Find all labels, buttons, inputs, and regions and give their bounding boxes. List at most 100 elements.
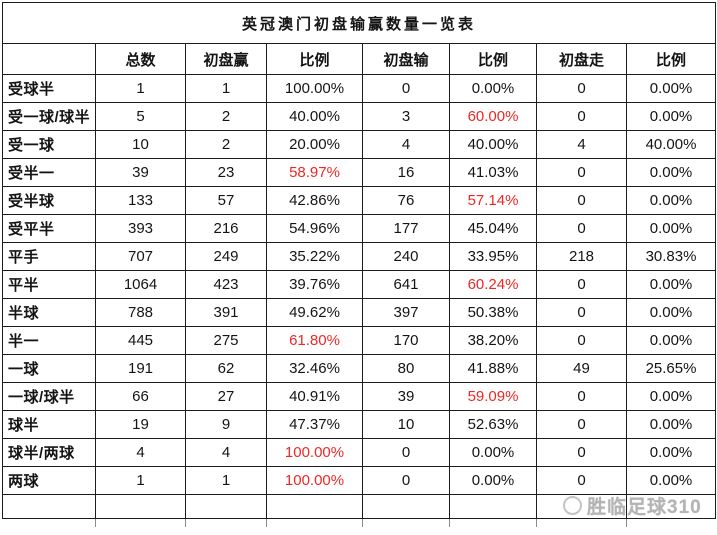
table-cell: 60.00% <box>449 102 537 131</box>
table-cell: 0.00% <box>625 298 717 327</box>
table-cell: 57.14% <box>449 186 537 215</box>
column-header-open-win: 初盘赢 <box>185 43 267 75</box>
table-cell: 39 <box>95 158 186 187</box>
table-cell: 1 <box>185 466 267 495</box>
table-cell: 0 <box>536 186 627 215</box>
table-cell: 0.00% <box>625 214 717 243</box>
table-cell: 40.00% <box>449 130 537 159</box>
table-cell: 0 <box>536 326 627 355</box>
row-label: 一球/球半 <box>2 382 96 411</box>
table-cell: 0.00% <box>625 74 717 103</box>
table-cell: 0.00% <box>625 466 717 495</box>
table-cell: 249 <box>185 242 267 271</box>
table-row: 平手 707 249 35.22% 240 33.95% 218 30.83% <box>2 242 717 271</box>
page-title: 英冠澳门初盘输赢数量一览表 <box>1 2 717 44</box>
table-cell: 35.22% <box>266 242 363 271</box>
table-cell: 32.46% <box>266 354 363 383</box>
column-header-open-push: 初盘走 <box>536 43 627 75</box>
row-label: 受一球 <box>2 130 96 159</box>
column-header-ratio-3: 比例 <box>625 43 717 75</box>
table-cell: 57 <box>185 186 267 215</box>
table-cell: 3 <box>362 102 450 131</box>
table-cell: 0.00% <box>449 438 537 467</box>
table-cell: 38.20% <box>449 326 537 355</box>
table-cell: 60.24% <box>449 270 537 299</box>
gridline-stub <box>185 519 186 527</box>
table-cell: 170 <box>362 326 450 355</box>
table-cell: 47.37% <box>266 410 363 439</box>
table-cell: 0 <box>362 438 450 467</box>
table-cell: 4 <box>95 438 186 467</box>
table-row: 一球/球半 66 27 40.91% 39 59.09% 0 0.00% <box>2 382 717 411</box>
table-cell: 0.00% <box>625 102 717 131</box>
column-header-total: 总数 <box>95 43 186 75</box>
table-cell: 30.83% <box>625 242 717 271</box>
table-row: 一球 191 62 32.46% 80 41.88% 49 25.65% <box>2 354 717 383</box>
row-label: 一球 <box>2 354 96 383</box>
empty-cell <box>2 494 96 519</box>
table-cell: 39 <box>362 382 450 411</box>
watermark: 胜临足球310 <box>563 493 702 518</box>
table-cell: 41.88% <box>449 354 537 383</box>
table-cell: 59.09% <box>449 382 537 411</box>
table-row: 平半 1064 423 39.76% 641 60.24% 0 0.00% <box>2 270 717 299</box>
gridline-stub <box>449 519 450 527</box>
table-cell: 133 <box>95 186 186 215</box>
table-cell: 52.63% <box>449 410 537 439</box>
table-cell: 0 <box>536 270 627 299</box>
empty-cell <box>625 494 717 519</box>
table-cell: 1 <box>95 466 186 495</box>
empty-cell <box>449 494 537 519</box>
table-cell: 62 <box>185 354 267 383</box>
table-cell: 9 <box>185 410 267 439</box>
table-cell: 19 <box>95 410 186 439</box>
table-cell: 40.91% <box>266 382 363 411</box>
gridline-stub <box>626 519 627 527</box>
table-cell: 54.96% <box>266 214 363 243</box>
table-row: 两球 1 1 100.00% 0 0.00% 0 0.00% <box>2 466 717 495</box>
table-cell: 0 <box>536 214 627 243</box>
table-cell: 216 <box>185 214 267 243</box>
table-cell: 391 <box>185 298 267 327</box>
gridline-stub <box>266 519 267 527</box>
table-cell: 0 <box>536 298 627 327</box>
table-cell: 0 <box>536 466 627 495</box>
table-cell: 1 <box>185 74 267 103</box>
table-cell: 397 <box>362 298 450 327</box>
table-row: 受一球/球半 5 2 40.00% 3 60.00% 0 0.00% <box>2 102 717 131</box>
table-cell: 0 <box>362 466 450 495</box>
table-cell: 49.62% <box>266 298 363 327</box>
table-cell: 16 <box>362 158 450 187</box>
empty-cell <box>266 494 363 519</box>
row-label: 受一球/球半 <box>2 102 96 131</box>
table-cell: 0.00% <box>625 270 717 299</box>
table-cell: 40.00% <box>266 102 363 131</box>
table-cell: 707 <box>95 242 186 271</box>
table-cell: 100.00% <box>266 438 363 467</box>
table-cell: 0 <box>536 382 627 411</box>
empty-cell <box>185 494 267 519</box>
column-header-ratio-1: 比例 <box>266 43 363 75</box>
table-cell: 100.00% <box>266 466 363 495</box>
watermark-text: 胜临足球310 <box>587 496 702 518</box>
table-cell: 80 <box>362 354 450 383</box>
row-label: 受半球 <box>2 186 96 215</box>
row-label: 两球 <box>2 466 96 495</box>
table-row: 受平半 393 216 54.96% 177 45.04% 0 0.00% <box>2 214 717 243</box>
table-cell: 49 <box>536 354 627 383</box>
table-cell: 393 <box>95 214 186 243</box>
table-cell: 41.03% <box>449 158 537 187</box>
column-header-ratio-2: 比例 <box>449 43 537 75</box>
table-cell: 218 <box>536 242 627 271</box>
table-cell: 2 <box>185 130 267 159</box>
table-cell: 1064 <box>95 270 186 299</box>
table-cell: 0.00% <box>449 466 537 495</box>
table-cell: 50.38% <box>449 298 537 327</box>
empty-cell <box>95 494 186 519</box>
table-cell: 788 <box>95 298 186 327</box>
table-cell: 23 <box>185 158 267 187</box>
table-cell: 0.00% <box>625 158 717 187</box>
table-cell: 39.76% <box>266 270 363 299</box>
table-cell: 0.00% <box>625 410 717 439</box>
table-cell: 0 <box>362 74 450 103</box>
